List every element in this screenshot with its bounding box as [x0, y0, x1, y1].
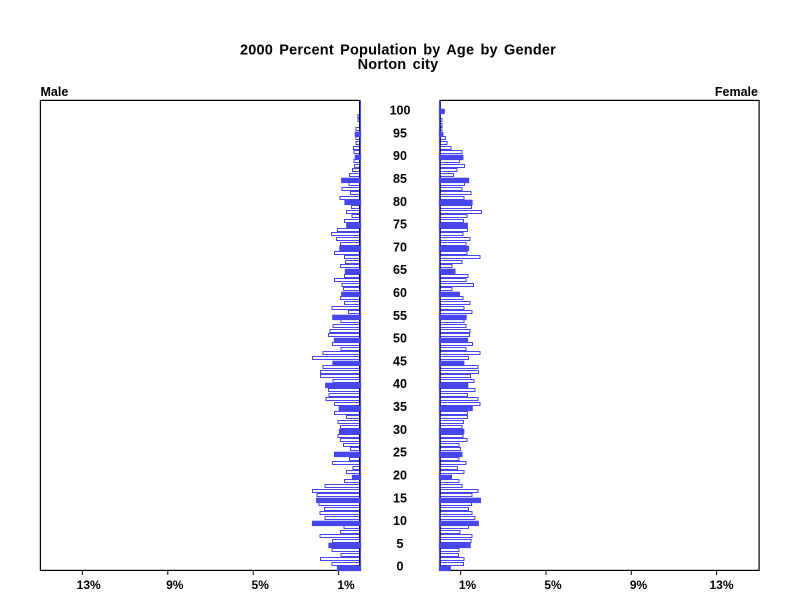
svg-text:Male: Male — [41, 85, 69, 99]
svg-text:15: 15 — [393, 491, 407, 505]
svg-text:5%: 5% — [544, 578, 562, 592]
svg-text:40: 40 — [393, 377, 407, 391]
svg-text:70: 70 — [393, 240, 407, 254]
svg-text:5%: 5% — [252, 578, 270, 592]
svg-text:75: 75 — [393, 218, 407, 232]
svg-text:13%: 13% — [709, 578, 733, 592]
svg-text:13%: 13% — [77, 578, 101, 592]
svg-text:Female: Female — [715, 85, 758, 99]
svg-text:90: 90 — [393, 149, 407, 163]
svg-text:50: 50 — [393, 332, 407, 346]
svg-text:60: 60 — [393, 286, 407, 300]
svg-text:20: 20 — [393, 468, 407, 482]
svg-text:0: 0 — [397, 560, 404, 574]
svg-text:65: 65 — [393, 263, 407, 277]
svg-text:Norton city: Norton city — [358, 57, 439, 73]
svg-text:100: 100 — [390, 104, 411, 118]
svg-text:35: 35 — [393, 400, 407, 414]
svg-text:2000 Percent Population by Age: 2000 Percent Population by Age by Gender — [240, 43, 556, 59]
svg-text:80: 80 — [393, 195, 407, 209]
svg-text:1%: 1% — [459, 578, 477, 592]
svg-text:45: 45 — [393, 354, 407, 368]
svg-text:5: 5 — [397, 537, 404, 551]
svg-text:9%: 9% — [630, 578, 648, 592]
svg-text:1%: 1% — [337, 578, 355, 592]
svg-text:25: 25 — [393, 446, 407, 460]
svg-text:85: 85 — [393, 172, 407, 186]
svg-text:55: 55 — [393, 309, 407, 323]
svg-text:30: 30 — [393, 423, 407, 437]
svg-text:10: 10 — [393, 514, 407, 528]
svg-text:95: 95 — [393, 126, 407, 140]
svg-text:9%: 9% — [166, 578, 184, 592]
